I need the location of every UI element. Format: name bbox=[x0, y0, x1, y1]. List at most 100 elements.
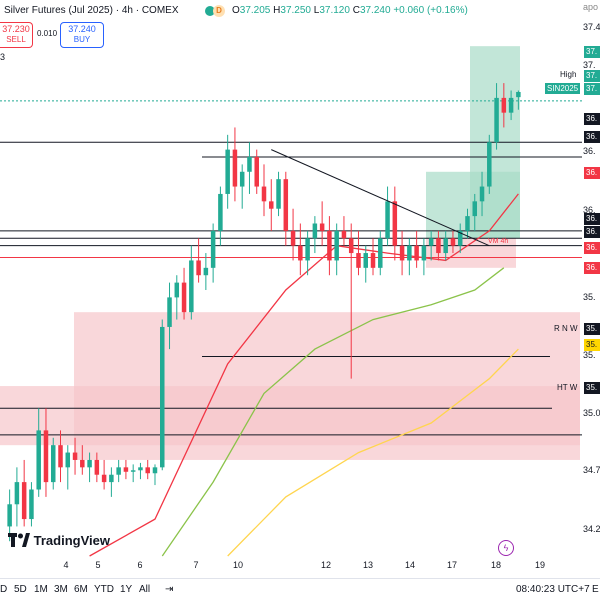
candle-body-32 bbox=[239, 171, 245, 187]
price-label-10: 36. bbox=[584, 262, 600, 274]
range-1m[interactable]: 1M bbox=[34, 584, 48, 595]
candle-body-36 bbox=[269, 201, 274, 209]
tradingview-logo: TradingView bbox=[8, 531, 110, 551]
range-3m[interactable]: 3M bbox=[54, 584, 68, 595]
candle-body-61 bbox=[450, 238, 456, 246]
candle-body-40 bbox=[298, 245, 303, 261]
candle-body-59 bbox=[436, 238, 441, 254]
x-tick-label: 12 bbox=[320, 560, 332, 570]
candle-body-33 bbox=[247, 157, 252, 172]
candle-body-13 bbox=[101, 474, 107, 483]
right-axis-text-7: 35. bbox=[583, 350, 596, 360]
candle-body-23 bbox=[174, 282, 180, 298]
candle-body-50 bbox=[370, 253, 376, 268]
candle-body-43 bbox=[319, 223, 325, 231]
right-axis-text-4: 36. bbox=[583, 146, 596, 156]
candle-body-16 bbox=[123, 467, 129, 472]
candle-body-42 bbox=[312, 223, 318, 239]
x-tick-label: 4 bbox=[63, 560, 69, 570]
candle-body-62 bbox=[457, 230, 463, 246]
candle-body-1 bbox=[14, 482, 20, 505]
candle-body-4 bbox=[36, 430, 41, 490]
candle-body-10 bbox=[80, 459, 85, 468]
candle-body-67 bbox=[494, 97, 499, 143]
candle-body-68 bbox=[501, 97, 507, 113]
price-label-3: 37. bbox=[584, 83, 600, 95]
candle-body-11 bbox=[87, 459, 92, 468]
price-label-6: 36. bbox=[584, 167, 600, 179]
candle-body-55 bbox=[407, 245, 412, 261]
rnw-level-tag: R N W bbox=[554, 324, 578, 333]
candle-body-65 bbox=[479, 186, 485, 202]
ohlc-readout: O37.205 H37.250 L37.120 C37.240 +0.060 (… bbox=[232, 5, 468, 16]
candle-body-44 bbox=[327, 230, 332, 261]
candle-body-28 bbox=[210, 230, 216, 268]
candle-body-37 bbox=[276, 179, 281, 209]
candle-body-2 bbox=[21, 482, 27, 520]
candle-body-45 bbox=[334, 230, 339, 261]
range-ytd[interactable]: YTD bbox=[94, 584, 114, 595]
range-d[interactable]: D bbox=[0, 584, 8, 595]
x-tick-label: 13 bbox=[362, 560, 374, 570]
range-1y[interactable]: 1Y bbox=[120, 584, 133, 595]
candle-body-41 bbox=[305, 238, 310, 261]
right-axis-text-1: apo bbox=[583, 2, 599, 12]
candle-body-18 bbox=[138, 467, 143, 471]
range-6m[interactable]: 6M bbox=[74, 584, 88, 595]
date-range-icon[interactable]: ⇥ bbox=[165, 584, 174, 595]
candle-body-30 bbox=[225, 149, 230, 194]
candle-body-58 bbox=[428, 238, 434, 246]
trendline bbox=[271, 149, 490, 247]
candle-body-24 bbox=[181, 282, 187, 313]
candle-body-9 bbox=[72, 452, 78, 460]
candle-body-26 bbox=[196, 260, 201, 276]
candle-body-0 bbox=[7, 504, 12, 527]
candle-body-49 bbox=[363, 253, 368, 268]
candle-body-17 bbox=[130, 470, 136, 472]
price-label-2: 37. bbox=[584, 70, 600, 82]
candle-body-56 bbox=[414, 245, 419, 261]
candle-body-69 bbox=[508, 97, 514, 113]
candle-body-70 bbox=[516, 91, 521, 98]
candle-body-34 bbox=[254, 157, 259, 187]
price-label-13: 35. bbox=[584, 382, 600, 394]
range-all[interactable]: All bbox=[139, 584, 151, 595]
x-tick-label: 19 bbox=[534, 560, 546, 570]
price-label-5: 36. bbox=[584, 131, 600, 143]
x-tick-label: 6 bbox=[137, 560, 143, 570]
candle-body-60 bbox=[443, 238, 448, 254]
price-label-7: 36. bbox=[584, 213, 600, 225]
price-label-8: 36. bbox=[584, 226, 600, 238]
candle-body-27 bbox=[203, 267, 209, 276]
candle-body-15 bbox=[116, 467, 121, 475]
candle-body-51 bbox=[378, 238, 383, 268]
candle-body-6 bbox=[50, 445, 56, 483]
lightning-icon[interactable]: ϟ bbox=[498, 540, 514, 556]
candle-body-25 bbox=[189, 260, 194, 313]
candles-layer bbox=[7, 83, 521, 542]
buy-price: 37.240 bbox=[68, 24, 96, 34]
d-badge[interactable]: D bbox=[213, 5, 225, 17]
zone-1 bbox=[0, 386, 580, 446]
high-tag: High bbox=[558, 69, 579, 80]
right-axis-text-9: 34.7 bbox=[583, 465, 600, 475]
price-label-12: 35. bbox=[584, 339, 600, 351]
candle-body-48 bbox=[356, 253, 361, 268]
candle-body-54 bbox=[399, 245, 405, 261]
quantity-value[interactable]: 3 bbox=[0, 52, 6, 62]
buy-button[interactable]: 37.240 BUY bbox=[60, 22, 104, 48]
candle-body-29 bbox=[218, 193, 223, 231]
symbol-title[interactable]: Silver Futures (Jul 2025) · 4h · COMEX bbox=[4, 5, 179, 16]
candle-body-57 bbox=[421, 245, 427, 261]
candle-body-7 bbox=[58, 445, 63, 468]
price-label-9: 36. bbox=[584, 242, 600, 254]
x-tick-label: 7 bbox=[193, 560, 199, 570]
levels-layer bbox=[0, 100, 582, 436]
candle-body-38 bbox=[283, 179, 289, 231]
sell-button[interactable]: 37.230 SELL bbox=[0, 22, 33, 48]
trendline-layer bbox=[271, 149, 490, 247]
zones-layer bbox=[0, 46, 580, 460]
range-5d[interactable]: 5D bbox=[14, 584, 27, 595]
x-tick-label: 17 bbox=[446, 560, 458, 570]
